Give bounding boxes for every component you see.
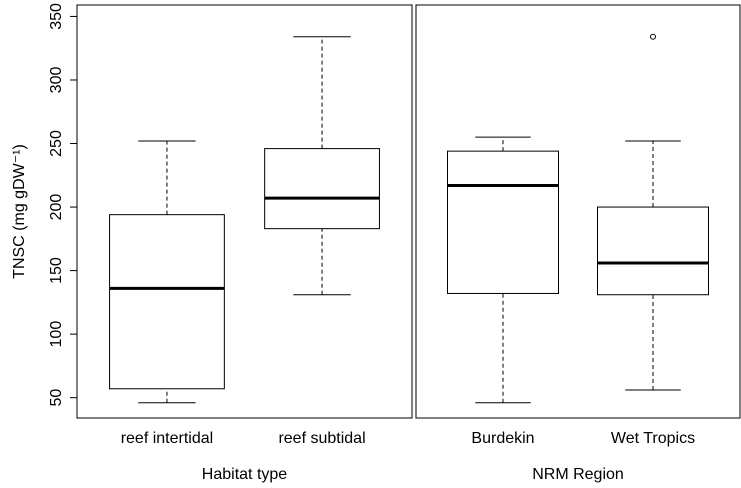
box xyxy=(597,206,709,296)
y-tick-label: 200 xyxy=(48,194,65,221)
outlier xyxy=(650,33,656,40)
y-tick-label: 350 xyxy=(48,3,65,30)
y-tick-label: 150 xyxy=(48,257,65,284)
x-tick-label: reef intertidal xyxy=(121,430,214,447)
panel-frame xyxy=(415,4,741,419)
x-tick-label: Wet Tropics xyxy=(611,430,695,447)
y-tick-label: 50 xyxy=(48,389,65,407)
panel-frame xyxy=(76,4,413,419)
y-tick-label: 300 xyxy=(48,67,65,94)
y-tick-label: 250 xyxy=(48,130,65,157)
x-tick-label: Burdekin xyxy=(471,430,534,447)
x-tick-label: reef subtidal xyxy=(278,430,365,447)
y-axis-label: TNSC (mg gDW⁻¹) xyxy=(11,144,28,279)
box xyxy=(264,148,380,230)
x-axis-label: NRM Region xyxy=(532,466,624,483)
x-axis-label: Habitat type xyxy=(202,466,287,483)
y-tick-label: 100 xyxy=(48,321,65,348)
box xyxy=(109,214,225,390)
box xyxy=(447,150,559,294)
